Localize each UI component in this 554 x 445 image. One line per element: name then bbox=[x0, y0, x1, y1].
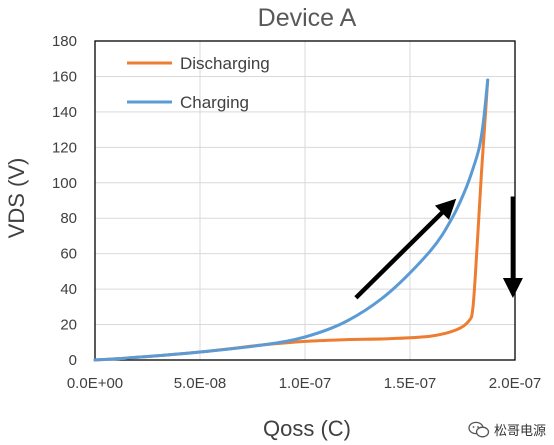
series-line-discharging bbox=[93, 78, 490, 362]
watermark-text: 松哥电源 bbox=[493, 424, 546, 439]
x-tick-label: 2.0E-07 bbox=[489, 375, 542, 392]
x-tick-label: 1.5E-07 bbox=[384, 375, 437, 392]
y-tick-label: 0 bbox=[69, 352, 77, 369]
legend: Discharging Charging bbox=[127, 54, 270, 112]
x-tick-label: 1.0E-07 bbox=[279, 375, 332, 392]
y-tick-label: 60 bbox=[60, 246, 77, 263]
series-line-charging bbox=[93, 78, 490, 362]
x-tick-labels: 0.0E+00 5.0E-08 1.0E-07 1.5E-07 2.0E-07 bbox=[67, 375, 541, 392]
y-tick-label: 40 bbox=[60, 281, 77, 298]
legend-item-discharging: Discharging bbox=[127, 54, 270, 73]
y-tick-label: 160 bbox=[52, 68, 77, 85]
y-tick-label: 140 bbox=[52, 104, 77, 121]
x-axis-label: Qoss (C) bbox=[263, 416, 351, 441]
legend-item-charging: Charging bbox=[127, 93, 249, 112]
y-tick-label: 100 bbox=[52, 175, 77, 192]
arrow-annotation-0 bbox=[354, 198, 457, 300]
chart-title: Device A bbox=[258, 4, 357, 32]
arrow-annotation-1 bbox=[502, 196, 523, 298]
y-tick-label: 20 bbox=[60, 317, 77, 334]
y-tick-label: 80 bbox=[60, 210, 77, 227]
x-tick-label: 0.0E+00 bbox=[67, 375, 123, 392]
watermark: 松哥电源 bbox=[468, 420, 546, 439]
series-lines bbox=[93, 78, 490, 362]
legend-label: Charging bbox=[180, 93, 249, 112]
y-axis-label: VDS (V) bbox=[4, 158, 29, 239]
wechat-icon bbox=[468, 421, 490, 437]
y-tick-label: 180 bbox=[52, 33, 77, 50]
annotation-arrows bbox=[354, 196, 523, 300]
legend-label: Discharging bbox=[180, 54, 270, 73]
y-tick-label: 120 bbox=[52, 139, 77, 156]
x-tick-label: 5.0E-08 bbox=[174, 375, 227, 392]
y-tick-labels: 0 20 40 60 80 100 120 140 160 180 bbox=[52, 33, 77, 369]
